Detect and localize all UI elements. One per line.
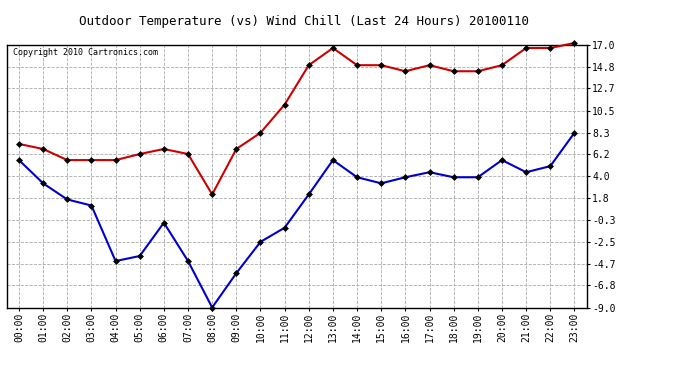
Text: Copyright 2010 Cartronics.com: Copyright 2010 Cartronics.com	[12, 48, 158, 57]
Text: Outdoor Temperature (vs) Wind Chill (Last 24 Hours) 20100110: Outdoor Temperature (vs) Wind Chill (Las…	[79, 15, 529, 28]
